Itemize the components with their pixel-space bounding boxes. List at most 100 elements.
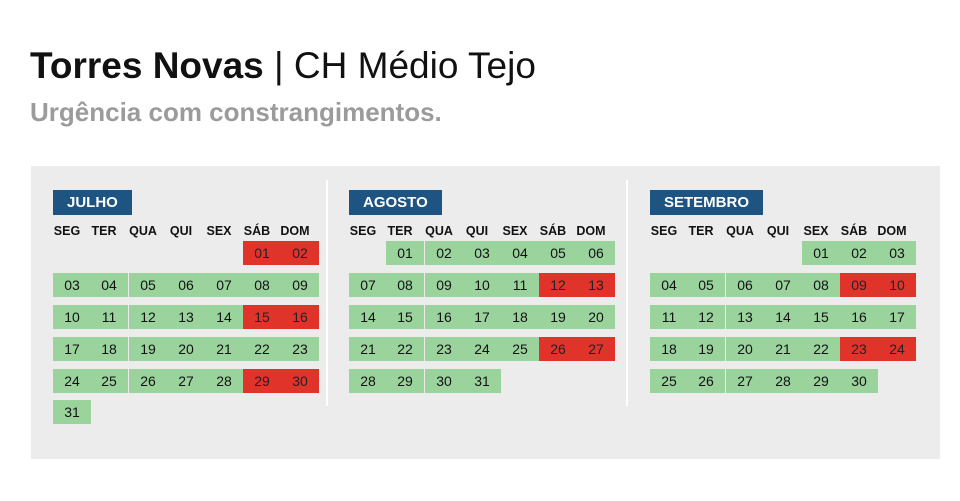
day-cell: 01 [802,241,840,265]
day-cell: 15 [386,305,424,329]
day-cell: 19 [539,305,577,329]
weekday-header: QUA [129,224,157,238]
day-cell-constrained: 16 [281,305,319,329]
day-cell: 13 [167,305,205,329]
day-cell: 13 [726,305,764,329]
day-cell: 28 [205,369,243,393]
day-cell: 29 [386,369,424,393]
day-cell-constrained: 12 [539,273,577,297]
day-cell: 14 [764,305,802,329]
day-cell: 19 [129,337,167,361]
weekday-header: DOM [877,224,907,238]
day-cell: 28 [349,369,387,393]
day-cell-constrained: 24 [878,337,916,361]
day-cell-constrained: 23 [840,337,878,361]
weekday-header: QUA [726,224,754,238]
day-cell: 25 [650,369,688,393]
day-cell: 22 [243,337,281,361]
day-cell: 04 [650,273,688,297]
day-cell: 23 [425,337,463,361]
day-cell: 16 [840,305,878,329]
day-cell: 27 [167,369,205,393]
day-cell: 20 [577,305,615,329]
day-cell: 02 [425,241,463,265]
day-cell: 11 [650,305,688,329]
day-cell-constrained: 02 [281,241,319,265]
day-cell: 25 [90,369,128,393]
day-cell: 10 [53,305,91,329]
day-cell: 03 [878,241,916,265]
day-cell: 30 [840,369,878,393]
title-hospital-unit: | CH Médio Tejo [263,45,536,86]
day-cell: 17 [878,305,916,329]
day-cell: 06 [726,273,764,297]
month-label: AGOSTO [349,190,442,215]
day-cell: 18 [90,337,128,361]
weekday-header: TER [387,224,413,238]
day-cell: 07 [764,273,802,297]
day-cell: 23 [281,337,319,361]
day-cell-constrained: 01 [243,241,281,265]
day-cell: 30 [425,369,463,393]
day-cell: 11 [90,305,128,329]
page-subtitle: Urgência com constrangimentos. [30,97,442,127]
day-cell: 19 [687,337,725,361]
day-cell: 08 [243,273,281,297]
day-cell: 21 [764,337,802,361]
day-cell-constrained: 15 [243,305,281,329]
month-label: JULHO [53,190,132,215]
weekday-header: TER [688,224,714,238]
day-cell-constrained: 26 [539,337,577,361]
weekday-header: SEG [53,224,81,238]
day-cell: 26 [129,369,167,393]
title-hospital-name: Torres Novas [30,45,264,86]
day-cell-constrained: 30 [281,369,319,393]
month-label: SETEMBRO [650,190,764,215]
day-cell: 17 [53,337,91,361]
day-cell: 21 [205,337,243,361]
month-divider [626,180,628,406]
day-cell: 04 [90,273,128,297]
day-cell: 04 [501,241,539,265]
day-cell: 28 [764,369,802,393]
day-cell: 18 [650,337,688,361]
day-cell: 20 [167,337,205,361]
day-cell: 06 [577,241,615,265]
day-cell: 25 [501,337,539,361]
weekday-header: QUI [766,224,790,238]
day-cell: 05 [539,241,577,265]
weekday-header: QUI [465,224,489,238]
day-cell: 31 [463,369,501,393]
weekday-header: TER [91,224,117,238]
day-cell: 24 [463,337,501,361]
day-cell: 06 [167,273,205,297]
weekday-header: QUA [425,224,453,238]
day-cell: 26 [687,369,725,393]
weekday-header: SÁB [840,224,868,238]
day-cell: 14 [349,305,387,329]
month-divider [326,180,328,406]
day-cell: 03 [53,273,91,297]
day-cell: 15 [802,305,840,329]
weekday-header: SEG [650,224,678,238]
day-cell: 05 [129,273,167,297]
day-cell: 18 [501,305,539,329]
day-cell: 07 [205,273,243,297]
day-cell-constrained: 13 [577,273,615,297]
weekday-header: DOM [280,224,310,238]
day-cell: 12 [687,305,725,329]
day-cell-constrained: 10 [878,273,916,297]
day-cell: 21 [349,337,387,361]
day-cell: 03 [463,241,501,265]
page-title: Torres Novas | CH Médio Tejo [30,42,536,90]
day-cell: 12 [129,305,167,329]
day-cell: 01 [386,241,424,265]
day-cell: 09 [425,273,463,297]
day-cell: 05 [687,273,725,297]
weekday-header: SEX [803,224,829,238]
day-cell: 31 [53,400,91,424]
day-cell: 24 [53,369,91,393]
day-cell: 17 [463,305,501,329]
weekday-header: DOM [576,224,606,238]
day-cell: 14 [205,305,243,329]
